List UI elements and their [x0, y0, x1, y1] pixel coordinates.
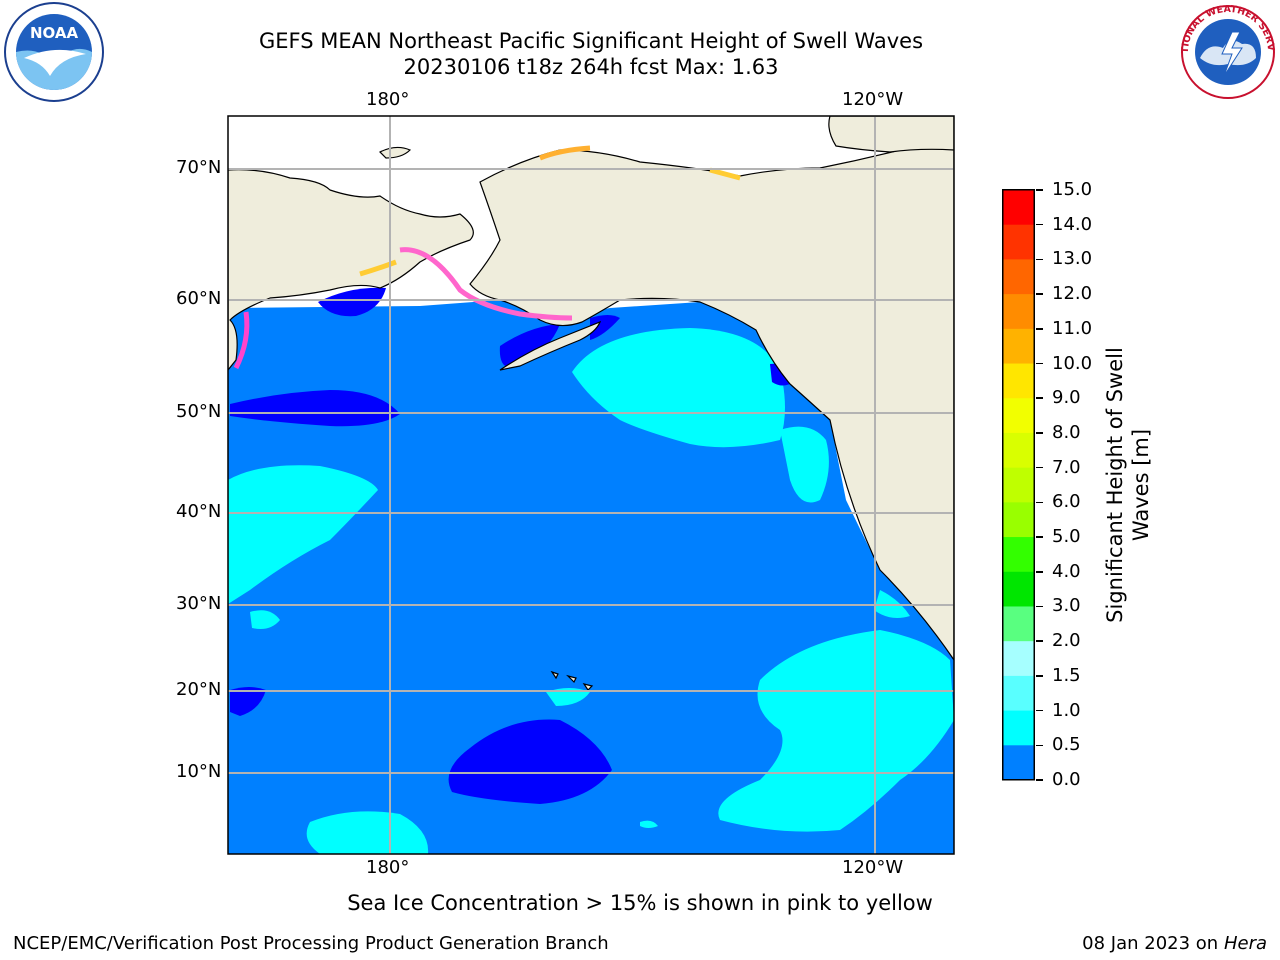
lat-label-30n: 30°N [176, 593, 222, 614]
colorbar-tick-label: 1.5 [1052, 664, 1081, 686]
colorbar-tick-mark [1036, 640, 1043, 642]
swell-patches-low [230, 287, 796, 804]
colorbar-tick-mark [1036, 362, 1043, 365]
colorbar-tick-label: 5.0 [1052, 526, 1081, 548]
colorbar-tick-label: 15.0 [1052, 179, 1093, 200]
lon-label-top-120w: 120°W [842, 89, 904, 110]
colorbar-swatch [1003, 710, 1034, 746]
colorbar-tick-label: 12.0 [1052, 283, 1093, 305]
colorbar-tick-label: 11.0 [1052, 317, 1093, 339]
lon-label-bottom-120w: 120°W [842, 857, 904, 878]
colorbar-tick-mark [1036, 432, 1043, 434]
nws-logo: NATIONAL WEATHER SERVICE [1174, 0, 1278, 102]
lat-label-50n: 50°N [176, 401, 222, 422]
colorbar-tick-label: 9.0 [1052, 387, 1081, 409]
colorbar-label-line1: Significant Height of Swell [1103, 347, 1127, 623]
lon-label-bottom-180: 180° [366, 857, 410, 878]
colorbar-tick-mark [1036, 605, 1043, 608]
chart-title-line2: 20230106 t18z 264h fcst Max: 1.63 [403, 55, 779, 79]
colorbar-swatch [1003, 675, 1034, 712]
colorbar-tick-mark [1036, 223, 1043, 226]
colorbar-tick-mark [1036, 466, 1043, 469]
date-text: 08 Jan 2023 on [1082, 933, 1224, 954]
colorbar-tick-label: 14.0 [1052, 213, 1093, 235]
colorbar-swatch [1003, 467, 1034, 503]
lon-label-top-180: 180° [366, 89, 410, 110]
colorbar-swatch [1003, 363, 1034, 399]
lat-label-20n: 20°N [176, 679, 222, 700]
colorbar-tick-label: 13.0 [1052, 248, 1093, 270]
colorbar-swatch [1003, 537, 1034, 573]
colorbar-swatch [1003, 294, 1034, 330]
colorbar-tick-label: 10.0 [1052, 352, 1093, 374]
colorbar-tick-mark [1036, 189, 1043, 191]
colorbar-tick-label: 6.0 [1052, 491, 1081, 513]
lat-label-60n: 60°N [176, 288, 222, 309]
colorbar-tick-mark [1036, 571, 1043, 573]
colorbar-tick-label: 1.0 [1052, 699, 1081, 721]
graticule [228, 116, 954, 854]
colorbar-tick-label: 0.0 [1052, 769, 1081, 790]
colorbar-tick-mark [1036, 501, 1043, 504]
colorbar-tick-mark [1036, 536, 1043, 538]
colorbar-tick-label: 3.0 [1052, 595, 1081, 617]
colorbar-tick-label: 0.5 [1052, 734, 1081, 756]
sea-ice-fringe [233, 145, 741, 370]
colorbar-swatch [1003, 606, 1034, 642]
colorbar-swatch [1003, 398, 1034, 434]
colorbar-swatch [1003, 328, 1034, 365]
lat-label-40n: 40°N [176, 501, 222, 522]
colorbar-swatch [1003, 571, 1034, 607]
colorbar [1002, 189, 1035, 781]
lat-label-70n: 70°N [176, 157, 222, 178]
colorbar-tick-mark [1036, 779, 1043, 781]
colorbar-swatch [1003, 259, 1034, 295]
colorbar-swatch [1003, 502, 1034, 538]
colorbar-swatch [1003, 745, 1034, 781]
lat-label-10n: 10°N [176, 761, 222, 782]
noaa-logo: NOAA [2, 2, 106, 102]
colorbar-swatch [1003, 224, 1034, 260]
noaa-logo-text: NOAA [30, 24, 79, 42]
colorbar-swatch [1003, 641, 1034, 677]
colorbar-tick-label: 4.0 [1052, 560, 1081, 582]
chart-title-line1: GEFS MEAN Northeast Pacific Significant … [258, 29, 924, 53]
colorbar-tick-mark [1036, 744, 1043, 747]
colorbar-swatch [1003, 190, 1034, 226]
colorbar-swatch [1003, 432, 1034, 469]
sea-ice-note: Sea Ice Concentration > 15% is shown in … [347, 891, 933, 915]
colorbar-tick-mark [1036, 397, 1043, 399]
map-frame [227, 115, 955, 855]
machine-name: Hera [1223, 933, 1267, 954]
colorbar-tick-label: 7.0 [1052, 456, 1081, 478]
colorbar-label-line2: Waves [m] [1129, 428, 1153, 542]
colorbar-tick-label: 8.0 [1052, 421, 1081, 443]
date-stamp: 08 Jan 2023 on Hera [1082, 933, 1267, 954]
colorbar-tick-mark [1036, 709, 1043, 712]
colorbar-tick-mark [1036, 675, 1043, 677]
land-masses [228, 116, 954, 691]
colorbar-tick-mark [1036, 328, 1043, 330]
colorbar-tick-mark [1036, 293, 1043, 295]
colorbar-tick-label: 2.0 [1052, 630, 1081, 652]
colorbar-tick-mark [1036, 258, 1043, 261]
credit-text: NCEP/EMC/Verification Post Processing Pr… [13, 933, 609, 954]
